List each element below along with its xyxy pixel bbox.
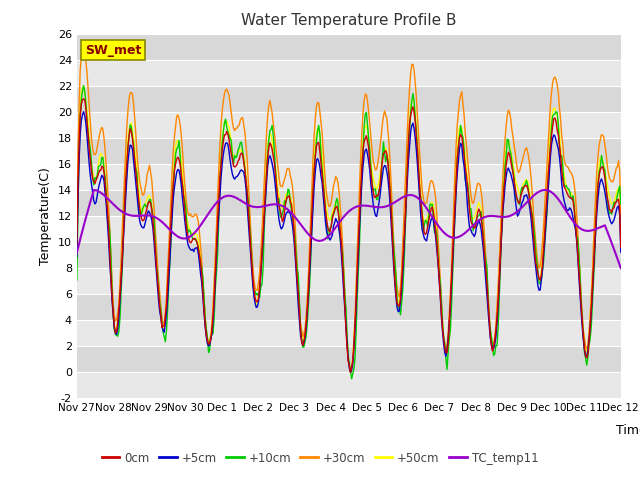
Bar [77,60,621,86]
Bar [77,320,621,346]
Bar [77,372,621,398]
Bar [77,164,621,190]
Text: SW_met: SW_met [85,44,141,57]
Bar [77,112,621,138]
Title: Water Temperature Profile B: Water Temperature Profile B [241,13,456,28]
X-axis label: Time: Time [616,424,640,437]
Y-axis label: Temperature(C): Temperature(C) [39,167,52,265]
Bar [77,268,621,294]
Legend: 0cm, +5cm, +10cm, +30cm, +50cm, TC_temp11: 0cm, +5cm, +10cm, +30cm, +50cm, TC_temp1… [97,447,543,469]
Bar [77,216,621,242]
